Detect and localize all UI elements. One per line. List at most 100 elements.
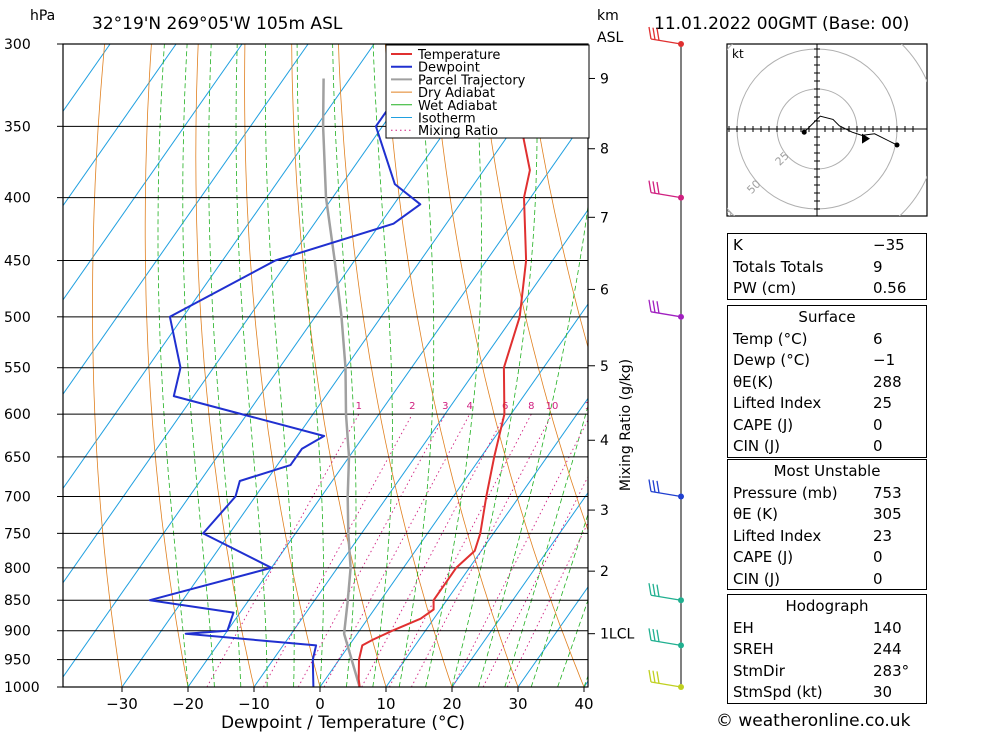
index-row: Lifted Index 25 <box>728 392 926 414</box>
index-row: EH 140 <box>728 617 926 639</box>
mixing-ratio-line <box>452 419 588 687</box>
index-row: Temp (°C) 6 <box>728 328 926 350</box>
index-value: 288 <box>873 372 902 391</box>
index-label: Totals Totals <box>733 257 824 276</box>
index-row: CAPE (J) 0 <box>728 546 926 568</box>
wet-adiabat-line <box>235 44 268 687</box>
profiles <box>148 44 531 687</box>
wet-adiabat-line <box>264 44 295 687</box>
index-value: 0.56 <box>873 279 907 297</box>
wind-barb-flag <box>648 583 652 596</box>
general-indices-panel: K −35 Totals Totals 9 PW (cm) 0.56 <box>727 233 927 300</box>
index-label: θE(K) <box>733 372 774 391</box>
pressure-tick-label: 900 <box>4 624 31 640</box>
mixing-ratio-line <box>506 521 588 687</box>
datetime-title: 11.01.2022 00GMT (Base: 00) <box>654 14 909 34</box>
hodograph-title: Hodograph <box>785 597 869 615</box>
legend-entry: Parcel Trajectory <box>418 73 526 88</box>
index-row: K −35 <box>728 234 926 256</box>
index-label: CAPE (J) <box>733 415 794 434</box>
index-label: PW (cm) <box>733 279 797 297</box>
index-label: K <box>733 236 743 254</box>
wind-barb-flag <box>656 301 660 314</box>
dry-adiabat-line <box>993 44 1000 687</box>
index-row: StmSpd (kt) 30 <box>728 681 926 703</box>
index-value: 0 <box>873 437 883 455</box>
mixing-ratio-line <box>323 413 470 687</box>
wind-barb-shaft <box>650 681 682 688</box>
wind-barb-flag <box>656 671 660 684</box>
surface-title: Surface <box>798 308 856 326</box>
temperature-tick-label: 40 <box>574 695 593 713</box>
pressure-tick-label: 1000 <box>4 680 40 696</box>
pressure-tick-label: 400 <box>4 191 31 207</box>
height-asl-label: ASL <box>597 30 623 46</box>
index-value: −35 <box>873 236 905 254</box>
height-tick-label: 1LCL <box>600 627 634 643</box>
index-label: CIN (J) <box>733 569 781 588</box>
temperature-tick-label: −20 <box>172 695 204 713</box>
index-row: CAPE (J) 0 <box>728 414 926 436</box>
wind-barb-flag <box>648 628 652 641</box>
pressure-tick-label: 800 <box>4 561 31 577</box>
legend-box <box>385 44 590 139</box>
credit-link[interactable]: © weatheronline.co.uk <box>716 711 911 731</box>
height-tick-label: 7 <box>600 210 609 226</box>
index-value: 0 <box>873 415 883 434</box>
index-label: CAPE (J) <box>733 548 794 566</box>
mixing-ratio-label: 25 <box>636 401 649 412</box>
height-tick-label: 3 <box>600 503 609 519</box>
index-value: 305 <box>873 505 902 523</box>
legend-entry: Isotherm <box>418 112 476 127</box>
wind-barb-flag <box>656 480 660 494</box>
temperature-tick-label: 0 <box>315 695 325 713</box>
mixing-ratio-label: 2 <box>409 401 415 412</box>
hodograph-start-dot <box>801 129 807 135</box>
index-label: SREH <box>733 640 774 658</box>
index-row: Pressure (mb) 753 <box>728 482 926 504</box>
mixing-ratio-line <box>411 413 553 687</box>
height-tick-label: 9 <box>600 71 609 87</box>
index-value: 9 <box>873 257 883 276</box>
index-label: Lifted Index <box>733 526 822 545</box>
temperature-tick-label: 30 <box>508 695 527 713</box>
dry-adiabat-line <box>525 44 588 349</box>
height-tick-label: 4 <box>600 433 609 449</box>
index-value: 244 <box>873 640 902 658</box>
wind-barb-shaft <box>650 490 682 498</box>
index-value: 6 <box>873 329 883 348</box>
temperature-line <box>357 44 531 687</box>
index-label: Temp (°C) <box>733 329 808 348</box>
index-row: θE (K) 305 <box>728 503 926 525</box>
isotherm-line <box>63 44 441 584</box>
x-axis-label: Dewpoint / Temperature (°C) <box>221 713 465 733</box>
height-unit-label: km <box>597 8 619 24</box>
index-value: 283° <box>873 661 910 680</box>
isotherm-line <box>63 44 309 396</box>
index-label: StmDir <box>733 661 785 680</box>
index-row: CIN (J) 0 <box>728 568 926 590</box>
mixing-ratio-label: 1 <box>356 401 362 412</box>
height-tick-label: 2 <box>600 564 609 580</box>
plot-frame <box>62 43 589 688</box>
pressure-unit-label: hPa <box>30 8 55 24</box>
dry-adiabat-line <box>291 44 387 687</box>
hodograph-end-dot <box>894 142 900 148</box>
hodograph-indices-panel: Hodograph EH 140 SREH 244 StmDir 283° StmSpd (… <box>727 594 927 704</box>
dry-adiabat-line <box>431 44 585 687</box>
index-row: Dewp (°C) −1 <box>728 349 926 371</box>
isotherm-line <box>63 44 507 678</box>
index-label: EH <box>733 618 754 637</box>
isotherm-line <box>253 208 588 687</box>
wind-barb-flag <box>652 583 656 597</box>
wind-barb-flag <box>652 181 656 194</box>
wind-barb-flag <box>656 181 660 195</box>
mixing-ratio-label: 15 <box>585 401 598 412</box>
wind-barb-flag <box>652 27 656 40</box>
wind-barb-shaft <box>650 311 682 318</box>
index-row: Lifted Index 23 <box>728 525 926 547</box>
index-label: Dewp (°C) <box>733 351 811 369</box>
mixing-ratio-label: 4 <box>466 401 472 412</box>
